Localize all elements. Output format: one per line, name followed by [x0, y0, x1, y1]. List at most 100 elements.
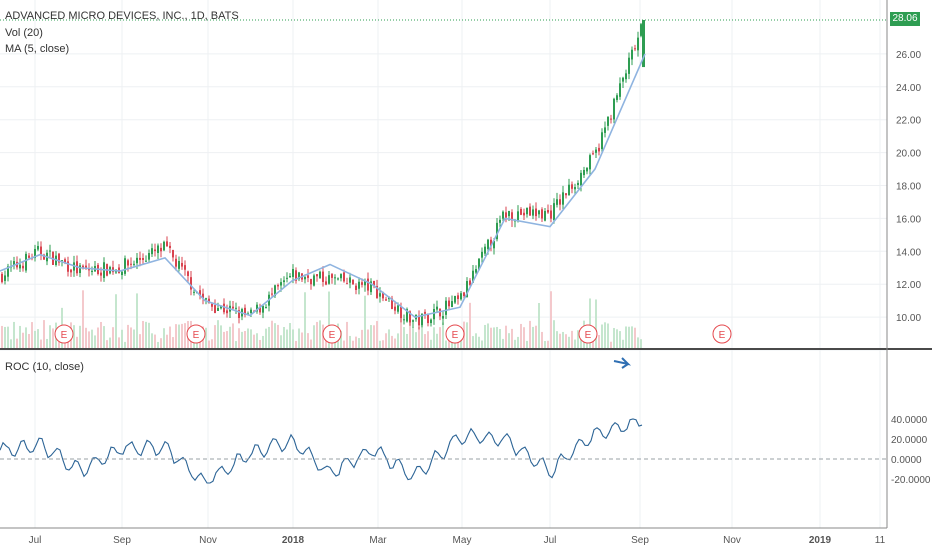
volume-bar	[346, 321, 348, 348]
volume-bar	[154, 334, 156, 348]
volume-bar	[328, 291, 330, 348]
volume-bar	[451, 341, 453, 348]
volume-bar	[610, 341, 612, 348]
volume-bar	[457, 341, 459, 348]
volume-bar	[325, 335, 327, 348]
candle-body	[475, 269, 477, 273]
volume-bar	[640, 339, 642, 348]
candle-body	[151, 248, 153, 255]
volume-bar	[388, 329, 390, 348]
candle-body	[436, 306, 438, 310]
volume-bar	[340, 330, 342, 348]
volume-bar	[277, 324, 279, 348]
volume-bar	[613, 328, 615, 348]
volume-bar	[112, 327, 114, 348]
volume-bar	[208, 340, 210, 348]
candle-body	[364, 280, 366, 286]
candle-body	[223, 303, 225, 313]
candle-body	[493, 240, 495, 249]
volume-bar	[436, 333, 438, 348]
candle-body	[61, 260, 63, 262]
volume-bar	[22, 332, 24, 348]
candle-body	[490, 239, 492, 247]
roc-line	[0, 418, 643, 484]
candle-body	[331, 274, 333, 278]
volume-bar	[607, 323, 609, 348]
volume-bar	[49, 325, 51, 348]
candle-body	[397, 305, 399, 312]
candle-body	[607, 116, 609, 126]
candle-body	[382, 292, 384, 299]
volume-bar	[205, 327, 207, 348]
candle-body	[427, 313, 429, 324]
volume-bar	[148, 322, 150, 348]
candle-body	[169, 245, 171, 249]
candle-body	[385, 299, 387, 301]
candle-body	[577, 182, 579, 186]
candle-body	[25, 253, 27, 271]
candle-body	[292, 269, 294, 277]
roc-layer	[0, 357, 887, 484]
candle-body	[142, 258, 144, 260]
candle-body	[622, 77, 624, 82]
price-tick-label: 16.00	[896, 214, 921, 225]
volume-bar	[283, 327, 285, 348]
candle-body	[328, 275, 330, 284]
volume-bar	[370, 325, 372, 348]
volume-bar	[493, 327, 495, 348]
volume-bar	[379, 340, 381, 348]
volume-bar	[298, 328, 300, 348]
candle-body	[304, 277, 306, 280]
volume-bar	[553, 320, 555, 348]
candle-body	[139, 257, 141, 260]
volume-bar	[292, 329, 294, 348]
volume-bar	[229, 326, 231, 348]
candle-body	[529, 206, 531, 216]
ma-layer	[0, 19, 887, 318]
candle-body	[82, 265, 84, 268]
volume-bar	[382, 340, 384, 348]
candle-body	[127, 260, 129, 266]
candle-body	[409, 311, 411, 323]
time-tick-label: May	[453, 535, 472, 546]
candle-body	[523, 212, 525, 216]
volume-bar	[268, 326, 270, 348]
volume-bar	[565, 334, 567, 348]
candle-body	[163, 241, 165, 251]
candle-body	[565, 193, 567, 196]
volume-bar	[241, 331, 243, 348]
volume-bar	[142, 320, 144, 348]
volume-bar	[178, 324, 180, 348]
candle-body	[4, 275, 6, 281]
volume-bar	[1, 325, 3, 348]
candle-body	[133, 263, 135, 265]
volume-bar	[538, 303, 540, 348]
volume-bar	[16, 338, 18, 348]
time-tick-label: Sep	[631, 535, 649, 546]
candle-body	[259, 306, 261, 313]
candle-body	[400, 306, 402, 319]
volume-bar	[505, 325, 507, 348]
candle-body	[616, 95, 618, 100]
candle-body	[601, 132, 603, 150]
candle-body	[283, 280, 285, 283]
volume-bar	[550, 291, 552, 348]
grid-layer	[0, 0, 887, 528]
candle-body	[280, 282, 282, 286]
candle-body	[487, 239, 489, 249]
candle-body	[439, 308, 441, 317]
volume-bar	[145, 321, 147, 348]
volume-bar	[196, 339, 198, 348]
volume-bar	[265, 328, 267, 348]
candle-body	[526, 207, 528, 215]
volume-bar	[454, 341, 456, 348]
volume-bar	[211, 339, 213, 348]
candle-body	[631, 49, 633, 60]
volume-bar	[40, 339, 42, 348]
volume-bar	[31, 322, 33, 348]
candle-body	[148, 253, 150, 260]
candle-body	[604, 127, 606, 133]
volume-bar	[10, 339, 12, 348]
